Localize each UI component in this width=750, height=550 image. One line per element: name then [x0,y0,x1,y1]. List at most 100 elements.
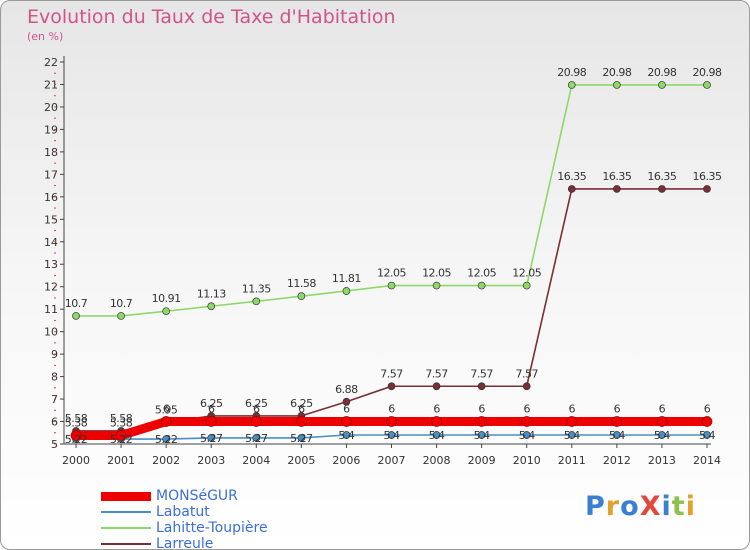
legend-item: Labatut [101,504,371,520]
data-label: 12.05 [467,267,496,280]
data-point [207,302,216,311]
logo-letter: o [620,491,640,522]
data-point [522,431,531,439]
data-label: 7.57 [380,367,403,380]
data-point [72,312,80,320]
data-point [703,81,711,89]
data-label: 10.7 [65,297,88,310]
logo-letter: X [639,491,662,522]
data-point [342,431,351,439]
data-label: 6.25 [290,397,313,410]
data-label: 5.4 [699,429,715,442]
legend-label: Labatut [156,504,210,520]
y-tick-label: 14 [44,236,58,249]
data-label: 6 [253,403,260,416]
y-tick-label: 22 [44,56,58,69]
x-tick-label: 2003 [197,454,225,467]
data-point [162,307,170,316]
x-tick-label: 2002 [152,454,180,467]
data-label: 6 [163,403,170,416]
data-label: 11.13 [197,287,226,300]
data-label: 6.25 [245,397,268,410]
data-label: 5.27 [245,432,268,445]
x-tick-label: 2013 [648,454,676,467]
legend-swatch [101,543,151,545]
data-label: 5.4 [338,429,354,442]
data-label: 20.98 [693,66,722,79]
data-point [250,416,262,427]
series-line-2 [76,84,707,317]
data-label: 16.35 [602,170,631,183]
y-tick-label: 11 [44,303,58,316]
data-label: 12.05 [377,267,406,280]
legend-label: Lahitte-Toupière [156,520,268,536]
legend-label: Larreule [156,536,214,550]
y-tick-label: 13 [44,258,58,271]
data-label: 5.4 [519,429,535,442]
data-label: 6 [478,403,485,416]
proxiti-logo: ProXiti [585,491,696,522]
x-tick-label: 2006 [332,454,360,467]
data-label: 6.88 [335,383,358,396]
y-tick-label: 17 [44,168,58,181]
data-label: 5.22 [110,433,133,446]
data-point [342,287,351,295]
data-point [341,416,352,427]
data-point [432,431,441,439]
data-label: 5.95 [155,404,178,417]
data-label: 10.7 [110,297,133,310]
data-label: 12.05 [512,267,541,280]
data-label: 6 [388,403,395,416]
y-tick-label: 15 [44,213,58,226]
data-point [342,397,351,406]
data-label: 20.98 [557,66,586,79]
data-point [613,431,621,439]
data-point [567,81,576,89]
x-tick-label: 2010 [513,454,541,467]
x-tick-label: 2000 [62,454,90,467]
data-point [611,416,623,427]
data-point [252,434,261,442]
data-label: 10.91 [152,292,181,305]
data-point [658,185,666,193]
y-tick-label: 10 [44,326,58,339]
logo-letter: i [685,491,696,522]
data-point [162,435,170,443]
data-point [432,382,441,391]
legend-swatch [101,527,151,529]
y-tick-label: 21 [44,78,58,91]
data-label: 5.58 [110,412,133,425]
x-tick-label: 2011 [558,454,586,467]
data-point [296,416,307,427]
legend-label: MONSéGUR [156,488,238,504]
data-point [70,430,82,441]
unit-label: (en %) [27,30,64,43]
data-point [477,382,486,391]
data-label: 11.58 [287,277,316,290]
data-point [701,416,713,427]
data-point [567,185,576,193]
x-tick-label: 2005 [287,454,315,467]
data-label: 5.22 [155,433,178,446]
data-label: 20.98 [647,66,676,79]
data-label: 5.27 [290,432,313,445]
logo-letter: t [671,491,686,522]
data-label: 5.4 [384,429,400,442]
data-label: 6 [208,403,215,416]
data-label: 20.98 [602,66,631,79]
data-point [205,416,217,427]
data-label: 6 [343,403,350,416]
logo-letter: i [661,491,672,522]
data-label: 6 [569,403,576,416]
data-point [387,281,396,290]
data-point [386,416,397,427]
data-point [115,430,127,441]
data-point [117,312,125,320]
legend-swatch [101,511,151,513]
data-point [566,416,578,427]
data-label: 5.38 [110,416,133,429]
data-point [613,185,621,193]
data-point [703,431,711,439]
legend-item: Lahitte-Toupière [101,520,371,536]
